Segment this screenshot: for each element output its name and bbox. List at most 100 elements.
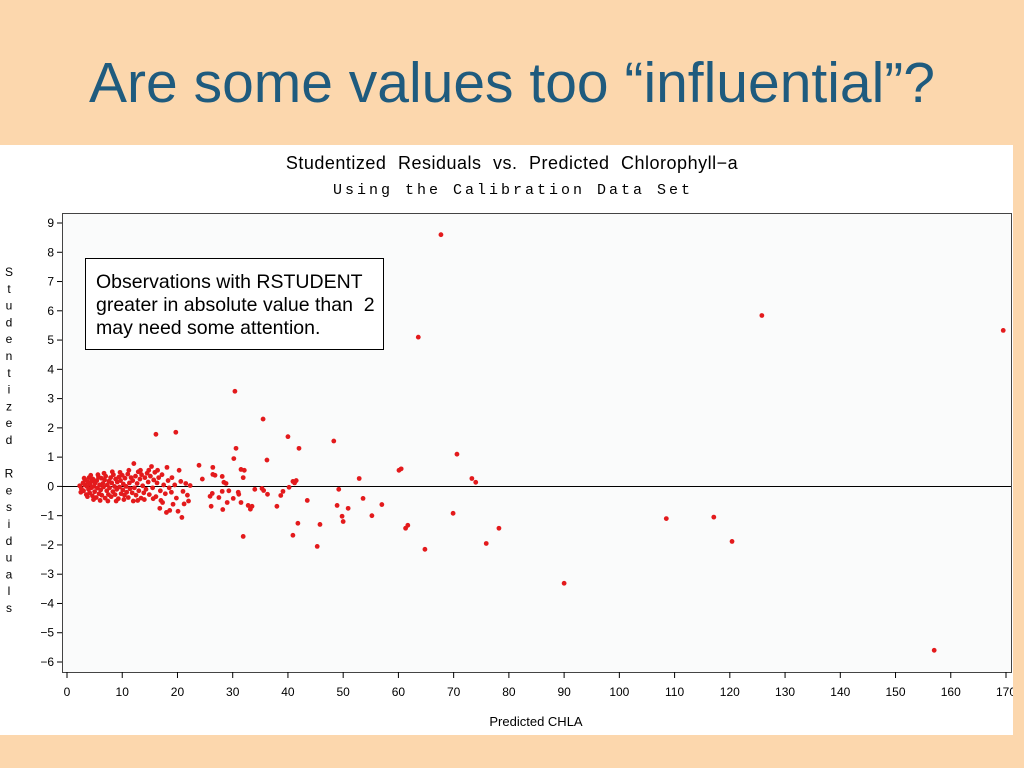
data-point bbox=[178, 479, 184, 484]
x-tick-label: 120 bbox=[720, 685, 740, 699]
data-point bbox=[103, 473, 109, 479]
data-point bbox=[274, 503, 280, 509]
data-point bbox=[141, 497, 147, 502]
data-point bbox=[130, 498, 136, 504]
data-point bbox=[142, 475, 148, 481]
data-point bbox=[133, 492, 139, 498]
data-point bbox=[469, 476, 475, 481]
data-point bbox=[345, 505, 351, 511]
data-point bbox=[154, 480, 160, 486]
data-point bbox=[185, 492, 190, 498]
data-point bbox=[125, 471, 131, 477]
data-point bbox=[249, 503, 255, 509]
data-point bbox=[369, 513, 375, 519]
chart-panel: Studentized Residuals vs. Predicted Chlo… bbox=[0, 145, 1013, 735]
x-tick-label: 90 bbox=[557, 685, 571, 699]
data-point bbox=[149, 464, 154, 469]
x-tick-label: 110 bbox=[665, 685, 684, 699]
x-tick-label: 100 bbox=[609, 685, 629, 699]
data-point bbox=[240, 534, 246, 539]
data-point bbox=[165, 478, 171, 483]
data-point bbox=[252, 486, 258, 492]
annotation-line: greater in absolute value than 2 bbox=[96, 294, 375, 316]
data-point bbox=[81, 488, 86, 494]
x-tick-label: 60 bbox=[392, 685, 406, 699]
data-point bbox=[175, 508, 181, 514]
data-point bbox=[210, 464, 216, 470]
y-tick-label: −1 bbox=[40, 509, 54, 523]
data-point bbox=[110, 472, 116, 478]
data-point bbox=[129, 490, 135, 496]
data-point bbox=[663, 516, 669, 521]
data-point bbox=[186, 498, 191, 504]
x-axis-label: Predicted CHLA bbox=[489, 714, 583, 729]
data-point bbox=[304, 498, 310, 503]
data-point bbox=[85, 494, 90, 500]
data-point bbox=[711, 514, 717, 520]
data-point bbox=[238, 500, 244, 505]
data-point bbox=[140, 483, 146, 489]
data-point bbox=[168, 489, 174, 495]
data-point bbox=[496, 525, 502, 531]
y-axis: 9 8 7 6 5 4 3 2 1 0 −1 −2 −3 −4 −5 −6 bbox=[40, 216, 62, 669]
data-point bbox=[126, 467, 132, 473]
y-tick-label: 3 bbox=[47, 392, 54, 406]
x-tick-label: 10 bbox=[116, 685, 130, 699]
data-point bbox=[157, 488, 163, 494]
y-tick-label: 6 bbox=[47, 304, 54, 318]
data-point bbox=[122, 475, 128, 481]
data-point bbox=[99, 492, 105, 498]
data-point bbox=[233, 445, 239, 451]
data-point bbox=[422, 546, 428, 552]
x-tick-label: 40 bbox=[281, 685, 295, 699]
data-point bbox=[131, 461, 137, 466]
data-point bbox=[157, 505, 163, 511]
data-point bbox=[160, 500, 165, 505]
data-point bbox=[241, 467, 247, 473]
data-point bbox=[236, 491, 242, 497]
data-point bbox=[729, 539, 735, 544]
x-tick-label: 150 bbox=[886, 685, 906, 699]
data-point bbox=[145, 479, 151, 485]
data-point bbox=[88, 472, 94, 478]
data-point bbox=[146, 467, 152, 473]
data-point bbox=[130, 478, 136, 483]
data-point bbox=[454, 451, 460, 457]
x-tick-label: 160 bbox=[941, 685, 961, 699]
data-point bbox=[334, 503, 340, 508]
data-point bbox=[293, 478, 299, 483]
x-tick-label: 30 bbox=[226, 685, 240, 699]
data-point bbox=[143, 486, 149, 492]
data-point bbox=[133, 473, 138, 479]
data-point bbox=[148, 473, 153, 479]
chart-subtitle: Using the Calibration Data Set bbox=[333, 182, 693, 199]
data-point bbox=[138, 467, 143, 473]
data-point bbox=[92, 489, 98, 495]
data-point bbox=[260, 416, 266, 422]
data-point bbox=[151, 477, 157, 483]
data-point bbox=[398, 466, 404, 472]
y-tick-label: −3 bbox=[40, 567, 54, 581]
data-point bbox=[231, 456, 237, 461]
data-point bbox=[196, 462, 202, 468]
data-point bbox=[125, 495, 131, 500]
data-point bbox=[123, 484, 129, 489]
x-tick-label: 140 bbox=[830, 685, 850, 699]
y-tick-label: 8 bbox=[47, 245, 54, 259]
annotation-line: Observations with RSTUDENT bbox=[96, 271, 363, 293]
data-point bbox=[336, 486, 342, 492]
data-point bbox=[146, 492, 152, 497]
data-point bbox=[155, 467, 160, 473]
data-point bbox=[759, 313, 765, 318]
data-point bbox=[115, 496, 121, 502]
data-point bbox=[136, 488, 142, 494]
data-point bbox=[223, 481, 229, 486]
data-point bbox=[280, 488, 286, 494]
data-point bbox=[216, 495, 222, 500]
data-point bbox=[108, 494, 114, 500]
y-tick-label: −4 bbox=[40, 596, 54, 610]
data-point bbox=[181, 501, 187, 507]
data-point bbox=[139, 472, 144, 478]
data-point bbox=[415, 334, 421, 340]
y-tick-label: 0 bbox=[47, 479, 54, 493]
